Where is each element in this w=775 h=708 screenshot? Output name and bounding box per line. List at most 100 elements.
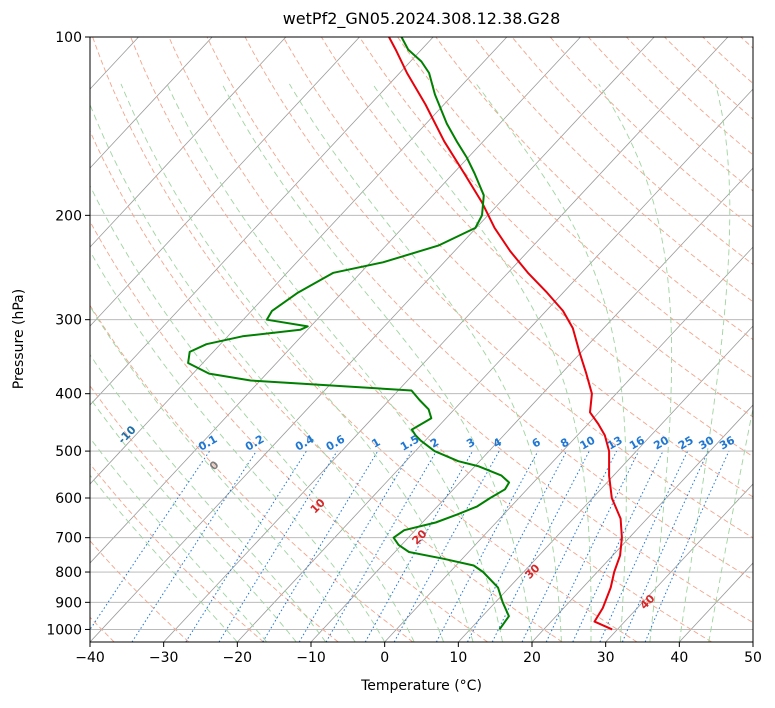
mixing-ratio-line bbox=[435, 450, 539, 642]
mixing-ratio-line bbox=[131, 450, 257, 642]
moist-adiabat-line bbox=[708, 406, 753, 642]
isotherm-line bbox=[90, 37, 655, 642]
mixing-ratio-line bbox=[599, 450, 689, 642]
mixing-ratio-label: 3 bbox=[464, 436, 477, 451]
mixing-ratio-line bbox=[467, 450, 568, 642]
dry-adiabat-line bbox=[473, 37, 753, 303]
isotherm-line bbox=[90, 37, 581, 564]
dry-adiabat-label: 10 bbox=[308, 496, 328, 516]
dry-adiabat-line bbox=[92, 37, 638, 642]
mixing-ratio-label: 0.4 bbox=[293, 432, 317, 453]
y-tick-label: 900 bbox=[55, 595, 82, 611]
mixing-ratio-label: 8 bbox=[558, 436, 571, 451]
x-tick-label: 20 bbox=[523, 650, 541, 666]
y-tick-label: 500 bbox=[55, 444, 82, 460]
x-tick-label: 40 bbox=[670, 650, 688, 666]
moist-adiabat-line bbox=[90, 437, 268, 642]
isotherm-line bbox=[90, 37, 287, 248]
mixing-ratio-label: 30 bbox=[697, 433, 717, 452]
isotherm-line bbox=[237, 88, 753, 642]
mixing-ratio-label: 6 bbox=[530, 435, 543, 450]
x-tick-label: 0 bbox=[380, 650, 389, 666]
moist-adiabat-line bbox=[90, 474, 238, 642]
dry-adiabat-label: 40 bbox=[637, 592, 657, 612]
mixing-ratio-line bbox=[185, 450, 307, 642]
mixing-ratio-label: 0.2 bbox=[243, 433, 266, 454]
x-tick-label: −20 bbox=[223, 650, 253, 666]
dry-adiabat-label: 30 bbox=[522, 561, 542, 581]
x-tick-label: −40 bbox=[75, 650, 105, 666]
y-axis-label: Pressure (hPa) bbox=[11, 288, 27, 390]
dry-adiabat-line bbox=[397, 37, 753, 379]
dry-adiabat-line bbox=[664, 37, 753, 120]
dry-adiabat-line bbox=[130, 37, 712, 642]
dewpoint-profile-line bbox=[187, 37, 511, 630]
dry-adiabat-line bbox=[702, 37, 753, 85]
moist-adiabat-line bbox=[166, 83, 503, 642]
moist-adiabat-line bbox=[372, 83, 592, 642]
x-tick-label: 50 bbox=[744, 650, 762, 666]
isotherm-line bbox=[90, 37, 213, 169]
dry-adiabat-label: -10 bbox=[115, 423, 138, 446]
mixing-ratio-label: 0.1 bbox=[196, 433, 219, 454]
profile-lines-layer bbox=[187, 37, 623, 631]
dry-adiabat-line bbox=[740, 37, 753, 49]
dry-adiabat-line bbox=[90, 540, 190, 642]
moist-adiabat-line bbox=[221, 83, 533, 642]
mixing-ratio-label: 36 bbox=[717, 433, 737, 452]
mixing-ratio-label: 25 bbox=[676, 434, 696, 453]
mixing-ratio-line bbox=[572, 450, 664, 642]
y-tick-label: 400 bbox=[55, 387, 82, 403]
mixing-ratio-line bbox=[262, 450, 379, 642]
isotherm-line bbox=[752, 641, 753, 642]
moist-adiabat-line bbox=[598, 83, 673, 642]
axes-layer: −40 −30 −20 −10 0 10 20 30 40 50 100 200 300 400 500 6 0… bbox=[46, 30, 762, 666]
mixing-ratio-line bbox=[364, 450, 474, 642]
mixing-ratio-label: 16 bbox=[627, 433, 647, 452]
x-axis-label: Temperature (°C) bbox=[361, 678, 482, 694]
moist-adiabat-line bbox=[120, 83, 474, 642]
moist-adiabat-line bbox=[678, 83, 731, 642]
isotherm-line bbox=[163, 37, 729, 642]
dry-adiabat-line bbox=[626, 37, 753, 156]
mixing-ratio-label: 1.5 bbox=[398, 433, 421, 454]
isotherm-line bbox=[90, 37, 508, 485]
y-tick-label: 100 bbox=[55, 30, 82, 46]
dry-adiabat-line bbox=[321, 37, 753, 458]
mixing-ratio-line bbox=[218, 450, 338, 642]
line-labels-layer: 0.10.20.40.611.52346810131620253036-100-… bbox=[115, 423, 737, 612]
mixing-ratio-label: 10 bbox=[578, 433, 598, 452]
mixing-ratio-line bbox=[521, 450, 618, 642]
dry-adiabat-line bbox=[90, 463, 264, 642]
moist-adiabat-line bbox=[90, 305, 356, 642]
moist-adiabat-line bbox=[90, 184, 415, 642]
x-tick-label: −10 bbox=[296, 650, 326, 666]
dry-adiabat-line bbox=[90, 220, 488, 642]
dry-adiabat-line bbox=[359, 37, 753, 418]
x-tick-label: 30 bbox=[597, 650, 615, 666]
y-tick-label: 200 bbox=[55, 208, 82, 224]
isotherm-line bbox=[384, 246, 753, 642]
x-tick-label: −30 bbox=[149, 650, 179, 666]
chart-title: wetPf2_GN05.2024.308.12.38.G28 bbox=[282, 9, 561, 28]
y-tick-label: 1000 bbox=[46, 622, 82, 638]
plot-frame bbox=[89, 36, 754, 643]
moist-adiabat-line bbox=[289, 83, 562, 642]
isotherm-line bbox=[605, 483, 753, 642]
dry-adiabat-line bbox=[168, 37, 753, 624]
isotherm-line bbox=[531, 404, 753, 642]
mixing-ratio-label: 0.6 bbox=[324, 432, 348, 453]
mixing-ratio-line bbox=[621, 450, 709, 642]
moist-adiabat-line bbox=[90, 103, 445, 642]
dry-adiabat-line bbox=[90, 384, 339, 642]
mixing-ratio-line bbox=[298, 450, 413, 642]
mixing-ratio-line bbox=[325, 450, 437, 642]
y-tick-label: 300 bbox=[55, 313, 82, 329]
isotherm-line bbox=[90, 37, 360, 327]
dry-adiabat-line bbox=[282, 37, 753, 498]
moist-adiabat-line bbox=[475, 83, 627, 642]
mixing-ratio-line bbox=[545, 450, 640, 642]
dry-adiabat-line bbox=[90, 130, 563, 642]
moist-adiabat-line bbox=[90, 397, 297, 642]
